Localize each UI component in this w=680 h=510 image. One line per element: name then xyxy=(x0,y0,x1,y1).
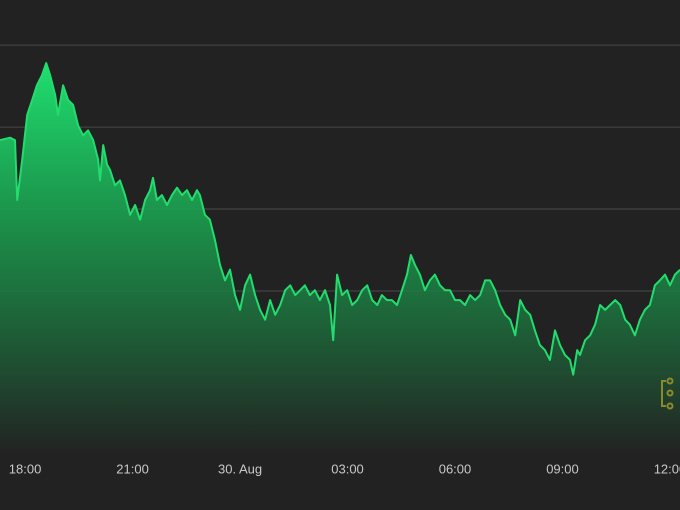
plot-layer xyxy=(0,62,680,455)
area-fill xyxy=(0,63,680,455)
x-tick-label: 12:00 xyxy=(654,461,680,476)
expand-icon xyxy=(661,377,674,410)
x-tick-label: 18:00 xyxy=(9,461,42,476)
x-tick-label: 06:00 xyxy=(439,461,472,476)
x-tick-label: 03:00 xyxy=(331,461,364,476)
label-layer: 18:00 21:00 30. Aug 03:00 06:00 09:00 12:00 xyxy=(9,461,680,476)
x-tick-label: 21:00 xyxy=(116,461,149,476)
area-line xyxy=(0,62,680,376)
x-tick-label: 09:00 xyxy=(546,461,579,476)
x-tick-label: 30. Aug xyxy=(218,461,262,476)
